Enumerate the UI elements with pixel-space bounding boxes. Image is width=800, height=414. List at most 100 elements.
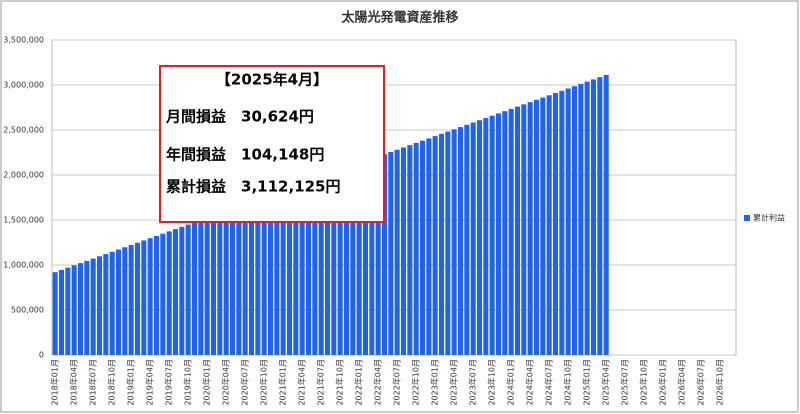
bar xyxy=(413,142,419,355)
bar xyxy=(489,115,495,355)
x-tick-label: 2025年07月 xyxy=(620,359,630,406)
x-tick-label: 2025年04月 xyxy=(601,359,611,406)
bar xyxy=(141,240,147,355)
legend-label: 累計利益 xyxy=(753,213,785,223)
bar xyxy=(546,95,552,356)
bar xyxy=(134,242,141,355)
bar xyxy=(514,106,521,355)
x-tick-label: 2026年01月 xyxy=(658,359,668,406)
x-tick-label: 2025年01月 xyxy=(582,359,592,406)
x-tick-label: 2022年04月 xyxy=(373,359,383,406)
bar xyxy=(255,199,261,355)
x-tick-label: 2019年01月 xyxy=(126,359,136,406)
y-tick-label: 500,000 xyxy=(11,306,44,315)
bar xyxy=(343,167,350,355)
bar xyxy=(229,208,236,355)
annotation-text: 月間損益 30,624円 xyxy=(165,108,314,126)
x-tick-label: 2024年07月 xyxy=(544,359,554,406)
bar xyxy=(375,156,381,355)
x-tick-label: 2018年04月 xyxy=(69,359,79,406)
bar xyxy=(331,172,337,355)
y-tick-label: 1,500,000 xyxy=(3,216,44,225)
bar xyxy=(122,247,128,355)
bar xyxy=(590,79,597,356)
x-tick-label: 2026年10月 xyxy=(715,359,725,406)
bar xyxy=(185,224,191,355)
legend-swatch xyxy=(744,215,750,221)
bar xyxy=(65,267,71,355)
bar xyxy=(419,140,426,355)
bar xyxy=(464,124,470,355)
bar xyxy=(274,192,280,355)
bar xyxy=(305,181,312,355)
bar xyxy=(451,129,457,355)
x-tick-label: 2018年10月 xyxy=(107,359,117,406)
x-tick-label: 2024年01月 xyxy=(506,359,516,406)
bar xyxy=(521,104,527,355)
bar xyxy=(381,154,388,355)
bar xyxy=(52,272,58,355)
bar xyxy=(77,263,84,355)
bar xyxy=(502,111,508,355)
bar xyxy=(540,97,546,356)
x-tick-label: 2018年07月 xyxy=(88,359,98,406)
bar xyxy=(470,122,476,356)
x-tick-label: 2024年04月 xyxy=(525,359,535,406)
bar xyxy=(394,149,400,355)
x-tick-label: 2022年01月 xyxy=(354,359,364,406)
bar xyxy=(432,136,438,355)
annotation-text: 【2025年4月】 xyxy=(216,71,328,89)
bar xyxy=(495,113,502,355)
bar xyxy=(438,133,445,355)
bar xyxy=(248,201,255,355)
bar xyxy=(128,244,134,355)
bar xyxy=(242,204,248,355)
bar xyxy=(407,145,413,355)
x-tick-label: 2025年10月 xyxy=(639,359,649,406)
bar xyxy=(362,161,369,355)
bar xyxy=(96,256,103,355)
bar xyxy=(324,174,331,355)
y-tick-label: 1,000,000 xyxy=(3,261,44,270)
bar xyxy=(217,213,223,355)
x-tick-label: 2020年10月 xyxy=(259,359,269,406)
bar xyxy=(483,117,489,355)
x-tick-label: 2019年04月 xyxy=(145,359,155,406)
annotation-text: 年間損益 104,148円 xyxy=(166,146,324,164)
bar xyxy=(350,165,356,355)
bar xyxy=(527,102,533,355)
x-tick-label: 2021年07月 xyxy=(316,359,326,406)
bar xyxy=(286,188,293,355)
bar xyxy=(445,131,451,355)
bar xyxy=(388,151,394,355)
x-tick-label: 2020年07月 xyxy=(240,359,250,406)
y-tick-label: 2,000,000 xyxy=(3,171,44,180)
bar xyxy=(115,249,122,355)
x-tick-label: 2023年07月 xyxy=(468,359,478,406)
bar xyxy=(58,269,65,355)
bar xyxy=(160,233,166,355)
bar xyxy=(533,99,540,355)
bar xyxy=(172,229,179,355)
bar xyxy=(103,254,109,355)
bar xyxy=(426,138,432,355)
x-tick-label: 2019年10月 xyxy=(183,359,193,406)
x-tick-label: 2021年10月 xyxy=(335,359,345,406)
x-tick-label: 2021年04月 xyxy=(297,359,307,406)
bar xyxy=(312,179,318,355)
bar xyxy=(356,163,362,355)
bar xyxy=(318,176,324,355)
bar xyxy=(299,183,305,355)
bar xyxy=(191,222,198,355)
bar xyxy=(223,210,229,355)
x-tick-label: 2024年10月 xyxy=(563,359,573,406)
bar xyxy=(71,265,77,355)
x-tick-label: 2026年04月 xyxy=(677,359,687,406)
bar xyxy=(603,74,609,355)
x-tick-label: 2020年01月 xyxy=(202,359,212,406)
annotation-text: 累計損益 3,112,125円 xyxy=(166,178,340,196)
bar xyxy=(267,195,274,355)
bar xyxy=(166,231,172,355)
bar xyxy=(198,220,204,355)
bar xyxy=(597,77,603,355)
